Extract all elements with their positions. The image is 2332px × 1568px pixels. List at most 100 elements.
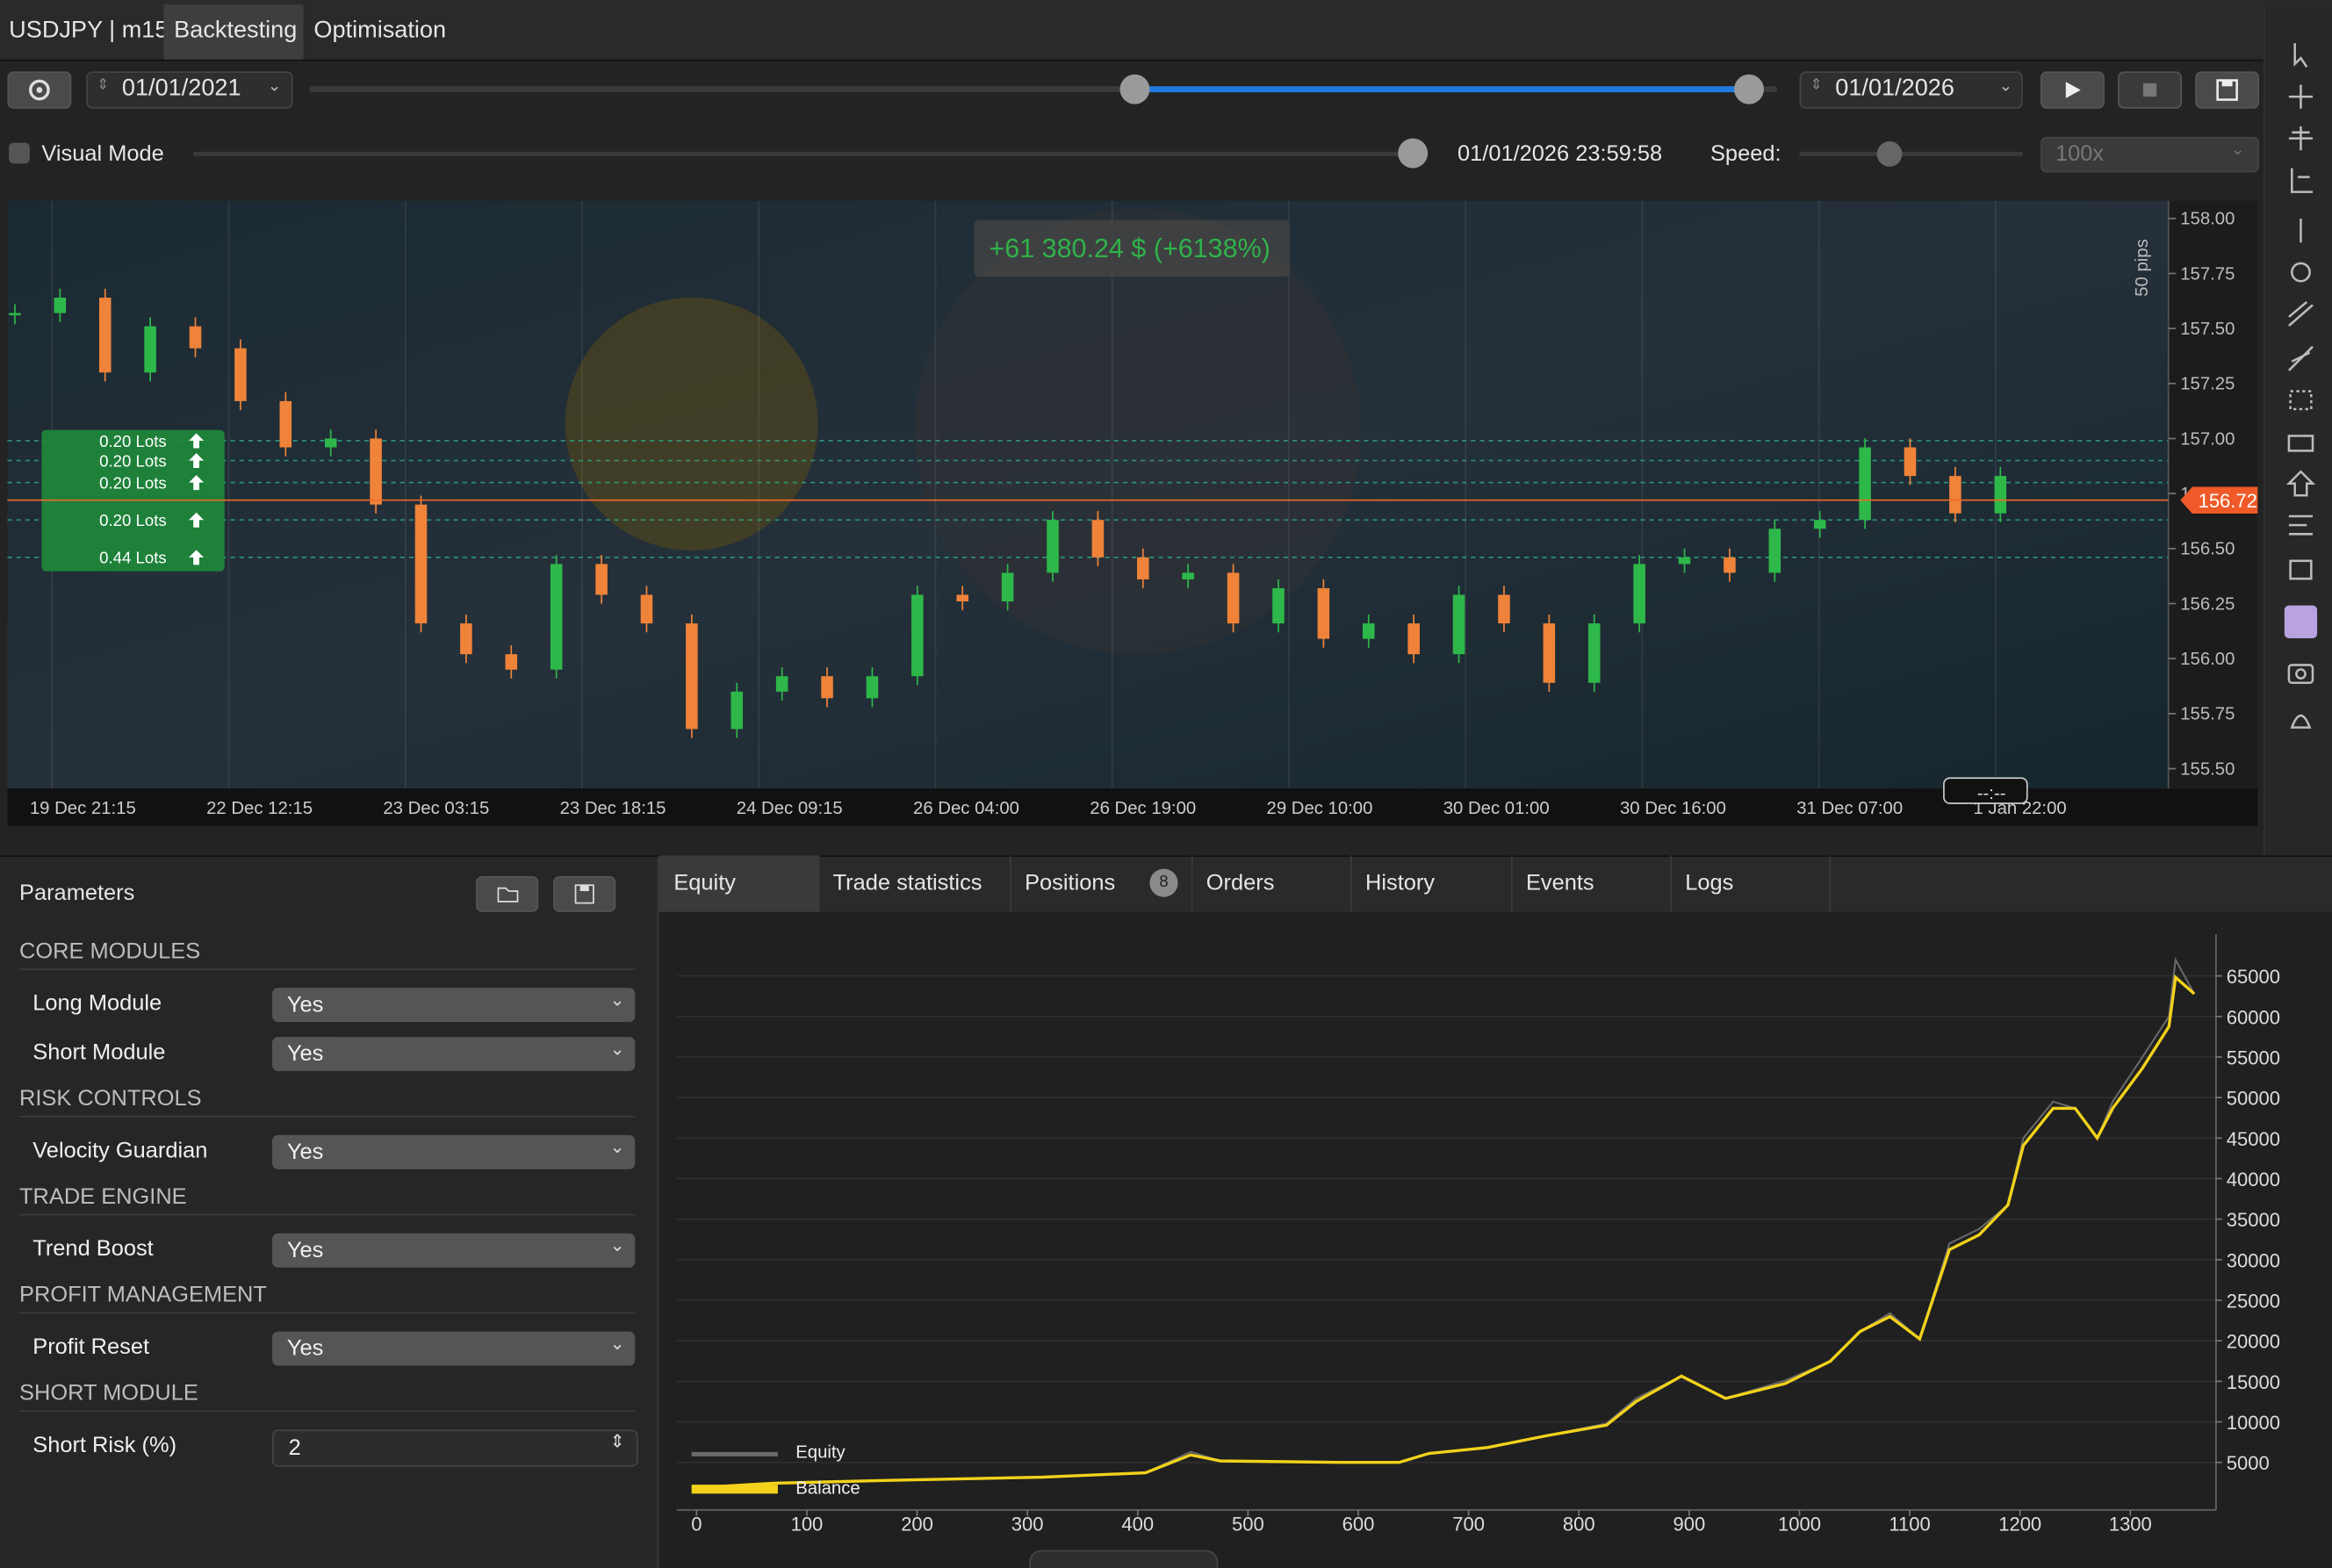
range-knob[interactable] [1119,74,1150,104]
price-tick-label: 155.50 [2180,759,2235,779]
result-tab[interactable]: Equity [659,855,820,912]
candle-body [1137,557,1149,579]
candle-body [1362,623,1375,639]
candle-body [324,438,337,448]
time-label: 23 Dec 03:15 [383,799,489,818]
range-knob[interactable] [1734,74,1764,104]
price-tick-label: 155.75 [2180,705,2235,724]
cursor-box[interactable] [1943,777,2028,804]
start-date: 01/01/2021 [121,76,241,102]
section-rule [19,1115,636,1118]
visual-mode-label: Visual Mode [41,140,164,167]
param-label: Short Risk (%) [32,1432,177,1458]
open-button[interactable] [476,876,539,912]
param-chevron: ⇕ [609,1431,625,1452]
speed-knob[interactable] [1876,140,1903,167]
current-price-tag [2180,486,2258,514]
x-tick-label: 700 [1452,1514,1485,1536]
legend-swatch [691,1485,778,1494]
section-rule [19,1410,636,1413]
end-date-box[interactable] [1799,71,2023,109]
order-lots: 0.20 Lots [99,473,167,492]
candle-body [1317,587,1330,639]
tool-strip [2264,7,2332,856]
x-tick-label: 400 [1121,1514,1154,1536]
current-time: 01/01/2026 23:59:58 [1458,140,1663,167]
legend-swatch [691,1451,778,1457]
settings-button[interactable] [7,71,72,109]
candle-body [234,348,247,401]
save-button[interactable] [2195,71,2260,109]
param-value[interactable]: Yes [271,1331,636,1366]
play-icon [2065,82,2081,98]
end-date: 01/01/2026 [1835,76,1954,102]
param-label: Long Module [32,990,162,1017]
start-date-box[interactable] [86,71,293,109]
price-tick-label: 156.25 [2180,594,2235,614]
speed-value: 100x [2055,140,2105,167]
candle-body [98,298,112,373]
section-title: RISK CONTROLS [19,1085,202,1111]
candle-body [1904,447,1917,477]
y-tick-label: 10000 [2227,1412,2280,1434]
result-tab[interactable]: Logs [1670,855,1832,912]
candle-body [1272,587,1285,624]
result-tab[interactable]: Orders [1191,855,1352,912]
price-tick-label: 158.00 [2180,210,2235,229]
param-label: Profit Reset [32,1334,150,1360]
speed-label: Speed: [1709,140,1781,167]
candle-body [1407,623,1420,655]
order-arrow [189,475,205,491]
y-tick-label: 50000 [2227,1088,2280,1110]
y-tick-label: 65000 [2227,966,2280,988]
param-chevron: ⌄ [609,1038,625,1060]
tab[interactable]: Optimisation [313,18,447,44]
price-tick-label: 156.50 [2180,540,2235,559]
section-rule [19,1312,636,1314]
section-title: CORE MODULES [19,939,201,965]
param-label: Velocity Guardian [32,1138,208,1164]
stop-button[interactable] [2118,71,2182,109]
param-value[interactable]: Yes [271,1037,636,1072]
stepper: ⇕ [97,77,110,94]
legend-label: Balance [795,1478,860,1498]
save-icon [574,884,594,904]
param-value[interactable]: Yes [271,1233,636,1268]
play-button[interactable] [2040,71,2105,109]
result-tab[interactable]: History [1350,855,1513,912]
chevron: ⌄ [267,77,282,96]
price-tick-label: 157.25 [2180,375,2235,394]
param-value[interactable]: 2 [271,1429,638,1467]
checkbox[interactable] [9,142,30,164]
candle-body [1498,594,1510,624]
candle-body [1949,476,1961,514]
visual-knob[interactable] [1398,138,1429,169]
save-params-button[interactable] [553,876,616,912]
candle-body [144,326,156,373]
tab[interactable]: Backtesting [174,18,298,44]
param-value[interactable]: Yes [271,988,636,1023]
param-chevron: ⌄ [609,1136,625,1158]
tool-icons [2284,43,2318,729]
time-label: 23 Dec 18:15 [560,799,666,818]
x-tick-label: 200 [901,1514,933,1536]
title-bar [0,0,2332,61]
zoom-control[interactable] [1029,1550,1219,1568]
result-tab[interactable]: Trade statistics [818,855,1011,912]
param-value[interactable]: Yes [271,1134,636,1169]
order-arrow [189,512,205,528]
result-tab[interactable]: Events [1511,855,1672,912]
candle-body [1994,476,2007,514]
speed-select[interactable] [2040,136,2260,173]
candle-body [595,564,608,595]
result-tab[interactable]: Positions [1010,855,1193,912]
section-rule [19,1213,636,1216]
candle-body [1452,594,1465,655]
param-chevron: ⌄ [609,1333,625,1354]
param-chevron: ⌄ [609,1234,625,1256]
time-label: 24 Dec 09:15 [737,799,843,818]
pips-label: 50 pips [2131,239,2153,297]
symbol: USDJPY | m15 [9,18,169,44]
candle-body [1678,557,1691,565]
candle-body [686,623,698,730]
